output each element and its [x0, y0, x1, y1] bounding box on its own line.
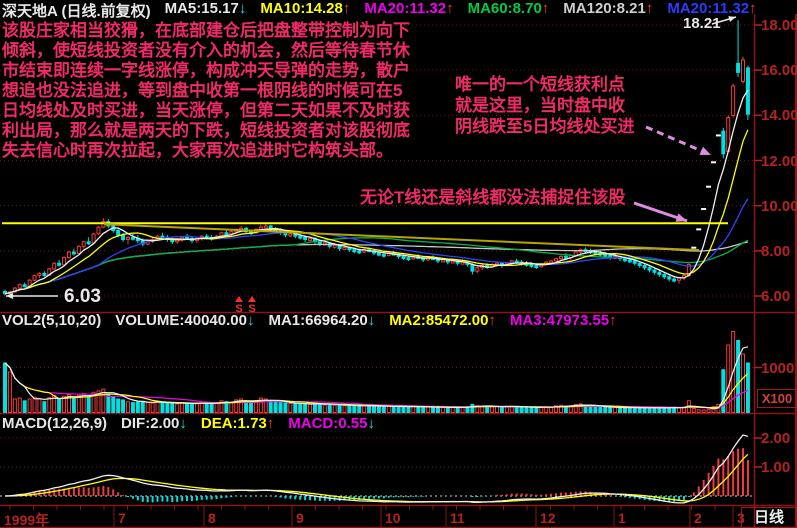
macd-header-segment: DIF:2.00↓ [121, 415, 187, 432]
down-arrow-icon: ↓ [246, 312, 255, 329]
note-line: 利出局，那么就是两天的下跌，短线投资者对该股彻底 [2, 121, 410, 140]
macd-header-segment: MACD:0.55↓ [288, 415, 375, 432]
volume-header-segment: MA1:66964.20↓ [268, 312, 376, 329]
price-tick-label: 10.00 [761, 197, 797, 215]
note-line: 唯一的一个短线获利点 [455, 75, 625, 94]
low-price-label: 6.03 [64, 286, 101, 307]
note-line: 该股庄家相当狡猾，在底部建仓后把盘整带控制为向下 [2, 21, 410, 40]
volume-header-segment: MA2:85472.00↑ [389, 312, 496, 329]
annotation-buy-note: 唯一的一个短线获利点 就是这里，当时盘中收 阴线跌至5日均线处买进 [455, 74, 634, 137]
note-line: 就是这里，当时盘中收 [455, 96, 625, 115]
price-tick-label: 8.00 [761, 242, 791, 260]
up-arrow-icon: ↑ [609, 312, 617, 329]
title-segment: MA120:8.21↑ [563, 0, 654, 17]
up-arrow-icon: ↑ [266, 415, 275, 432]
macd-tick-label: 2.00 [761, 430, 791, 447]
down-arrow-icon: ↓ [238, 0, 247, 17]
macd-pane-header: MACD(12,26,9) DIF:2.00↓ DEA:1.73↑ MACD:0.55… [2, 415, 375, 432]
macd-header-segment: MACD(12,26,9) [2, 415, 108, 432]
peak-price-label: 18.21 [683, 15, 721, 32]
up-arrow-icon: ↑ [645, 0, 654, 17]
title-segment: MA20:11.32↑ [667, 0, 757, 17]
month-tick-label: 2 [694, 510, 702, 526]
note-line: 阴线跌至5日均线处买进 [455, 117, 635, 136]
annotation-main-note: 该股庄家相当狡猾，在底部建仓后把盘整带控制为向下 倾斜，使短线投资者没有介入的机会… [2, 21, 410, 161]
up-arrow-icon: ↑ [749, 0, 757, 17]
up-arrow-icon: ↑ [342, 0, 351, 17]
title-bar: 深天地A (日线.前复权) MA5:15.17↓ MA10:14.28↑ MA20:1… [2, 0, 757, 21]
year-label: 1999年 [4, 512, 50, 528]
down-arrow-icon: ↓ [367, 312, 376, 329]
down-arrow-icon: ↓ [179, 415, 187, 432]
title-segment: MA5:15.17↓ [164, 0, 247, 17]
note-line: 日均线处及时买进，当天涨停，但第二天如果不及时获 [2, 101, 410, 120]
up-arrow-icon: ↑ [488, 312, 496, 329]
svg-text:S: S [235, 303, 242, 315]
price-tick-label: 12.00 [761, 152, 797, 170]
title-segment: 深天地A (日线.前复权) [2, 3, 151, 20]
month-tick-label: 8 [208, 510, 216, 526]
title-segment: MA10:14.28↑ [260, 0, 351, 17]
volume-header-segment: MA3:47973.55↑ [509, 312, 617, 329]
up-arrow-icon: ↑ [541, 0, 550, 17]
volume-header-segment: VOL2(5,10,20) [2, 312, 102, 329]
macd-tick-label: 1.00 [761, 459, 791, 476]
volume-header-segment: VOLUME:40040.00↓ [115, 312, 255, 329]
down-arrow-icon: ↓ [367, 415, 375, 432]
volume-unit-box: X100 [757, 389, 797, 408]
price-tick-label: 16.00 [761, 62, 797, 80]
title-segment: MA60:8.70↑ [467, 0, 550, 17]
month-tick-label: 11 [450, 510, 465, 526]
annotation-trendline-note: 无论T线还是斜线都没法捕捉住该股 [360, 188, 626, 207]
period-selector[interactable]: 日线 [741, 507, 797, 528]
price-tick-label: 14.00 [761, 107, 797, 125]
price-tick-label: 18.00 [761, 17, 797, 34]
volume-pane-header: VOL2(5,10,20) VOLUME:40040.00↓ MA1:66964.2… [2, 312, 617, 329]
note-line: 市结束即连续一字线涨停，构成冲天导弹的走势，散户 [2, 61, 410, 80]
macd-header-segment: DEA:1.73↑ [200, 415, 275, 432]
price-tick-label: 6.00 [761, 288, 791, 305]
month-tick-label: 10 [385, 510, 401, 526]
note-line: 失去信心时再次拉起，大家再次追进时它构筑头部。 [2, 141, 393, 160]
month-tick-label: 9 [296, 510, 304, 526]
up-arrow-icon: ↑ [446, 0, 454, 17]
month-tick-label: 12 [540, 510, 556, 526]
svg-text:S: S [248, 303, 255, 315]
month-tick-label: 3 [737, 510, 745, 526]
title-segment: MA20:11.32↑ [364, 0, 454, 17]
note-line: 想追也没法追进，等到盘中收第一根阴线的时候可在5 [2, 81, 403, 100]
note-line: 倾斜，使短线投资者没有介入的机会，然后等待春节休 [2, 41, 410, 60]
month-tick-label: 1 [618, 510, 626, 526]
volume-tick-label: 1000 [761, 359, 795, 377]
month-tick-label: 7 [118, 510, 126, 526]
